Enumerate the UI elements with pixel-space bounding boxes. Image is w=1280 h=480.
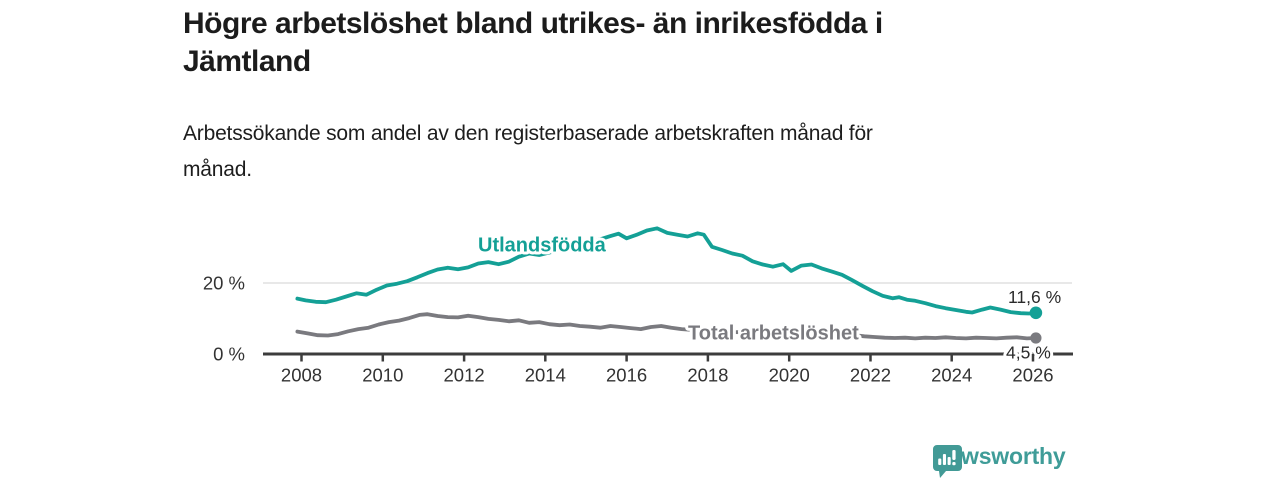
newsworthy-logo-icon xyxy=(933,445,962,478)
x-tick-label: 2020 xyxy=(769,365,810,386)
x-tick-label: 2012 xyxy=(444,365,485,386)
foreign-born-line xyxy=(295,226,1038,316)
series-label-foreign-born: Utlandsfödda xyxy=(478,235,607,257)
x-tick-labels: 2008 2010 2012 2014 2016 2018 2020 2022 2024 2026 xyxy=(281,365,1054,386)
chart-subtitle: Arbetssökande som andel av den registerb… xyxy=(183,116,1083,188)
y-tick-labels: 0 % 20 % xyxy=(203,273,245,365)
x-tick-label: 2008 xyxy=(281,365,322,386)
x-tick-label: 2022 xyxy=(850,365,891,386)
y-tick-label: 0 % xyxy=(213,344,245,365)
x-tick-label: 2016 xyxy=(606,365,647,386)
page-title: Högre arbetslöshet bland utrikes- än inr… xyxy=(183,5,1083,81)
y-tick-label: 20 % xyxy=(203,273,245,294)
newsworthy-logo[interactable]: Newsworthy xyxy=(932,443,1066,478)
x-tick-label: 2026 xyxy=(1012,365,1053,386)
title-line-2: Jämtland xyxy=(183,45,311,78)
subtitle-line-1: Arbetssökande som andel av den registerb… xyxy=(183,122,873,145)
x-ticks xyxy=(300,354,1035,362)
x-tick-label: 2010 xyxy=(362,365,403,386)
x-tick-label: 2024 xyxy=(931,365,972,386)
x-tick-label: 2014 xyxy=(525,365,566,386)
total-end-dot xyxy=(1030,332,1042,344)
logo-bubble xyxy=(933,445,962,478)
subtitle-line-2: månad. xyxy=(183,158,252,181)
foreign-born-end-dot xyxy=(1029,306,1043,320)
end-value-label-foreign-born: 11,6 % xyxy=(1008,287,1061,307)
series-label-total: Total arbetslöshet xyxy=(688,323,859,345)
logo-bars-icon xyxy=(938,450,956,466)
title-line-1: Högre arbetslöshet bland utrikes- än inr… xyxy=(183,7,883,40)
x-tick-label: 2018 xyxy=(687,365,728,386)
total-unemployment-line xyxy=(295,312,1038,341)
end-value-label-total: 4,5 % xyxy=(1006,343,1051,363)
